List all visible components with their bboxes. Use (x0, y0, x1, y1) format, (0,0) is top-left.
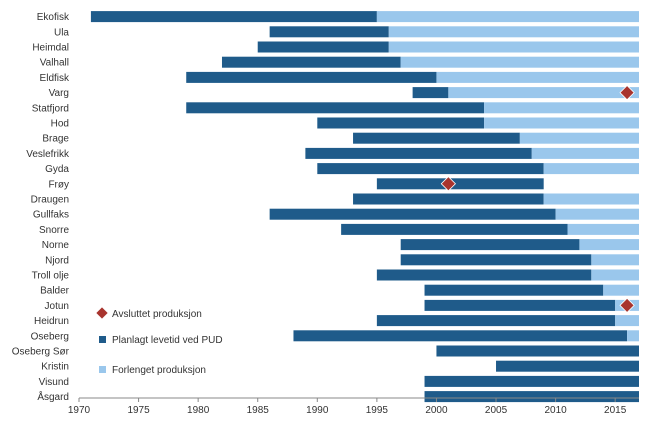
bars-layer (90, 11, 639, 403)
marker-ended-jotun (619, 297, 635, 314)
field-label-valhall: Valhall (40, 58, 69, 69)
bar-planned-snorre (341, 223, 568, 235)
field-label-ula: Ula (54, 27, 69, 38)
bar-planned-ekofisk (90, 11, 377, 23)
field-label-heidrun: Heidrun (34, 316, 69, 327)
legend-label-ended: Avsluttet produksjon (112, 309, 202, 320)
legend-marker-planned (99, 336, 106, 343)
field-label-statfjord: Statfjord (32, 103, 69, 114)
field-label-visund: Visund (39, 377, 69, 388)
bar-planned-ula (269, 26, 389, 38)
bar-extended-draugen (543, 193, 639, 205)
bar-extended-ula (388, 26, 639, 38)
field-label-oseberg-s-r: Oseberg Sør (12, 347, 70, 358)
bar-extended-statfjord (484, 102, 639, 114)
bar-extended-oseberg (627, 330, 639, 342)
bar-planned-oseberg (293, 330, 628, 342)
x-tick-label-1985: 1985 (247, 405, 270, 416)
field-label-snorre: Snorre (39, 225, 69, 236)
field-label-kristin: Kristin (41, 362, 69, 373)
x-tick-label-1975: 1975 (127, 405, 150, 416)
bar-planned-visund (424, 375, 639, 387)
bar-extended-ekofisk (376, 11, 639, 23)
bar-planned-varg (412, 87, 449, 99)
legend-item-extended: Forlenget produksjon (99, 365, 206, 376)
bar-planned-fr-y (376, 178, 544, 190)
bar-planned-draugen (353, 193, 544, 205)
field-label-troll-olje: Troll olje (32, 271, 70, 282)
legend-marker-extended (99, 366, 106, 373)
bar-planned-njord (400, 254, 592, 266)
bar-extended-snorre (567, 223, 639, 235)
field-label-draugen: Draugen (31, 195, 69, 206)
bar-planned-gullfaks (269, 208, 556, 220)
x-tick-label-2005: 2005 (485, 405, 508, 416)
field-label-njord: Njord (45, 255, 69, 266)
bar-extended-troll-olje (591, 269, 639, 281)
field-label-hod: Hod (51, 119, 69, 130)
bar-planned-norne (400, 239, 580, 251)
bar-extended-gyda (543, 163, 639, 175)
field-label-brage: Brage (42, 134, 69, 145)
x-tick-label-1980: 1980 (187, 405, 210, 416)
bar-planned-gyda (317, 163, 544, 175)
legend-label-planned: Planlagt levetid ved PUD (112, 335, 223, 346)
bar-extended-eldfisk (436, 71, 639, 83)
bar-extended-njord (591, 254, 639, 266)
bar-extended-balder (603, 284, 639, 296)
field-labels: Ekofisk Ula Heimdal Valhall Eldfisk Varg Statf… (12, 12, 70, 403)
bar-extended-hod (484, 117, 639, 129)
bar-planned-veslefrikk (305, 147, 532, 159)
field-label-gyda: Gyda (45, 164, 69, 175)
bar-extended-heimdal (388, 41, 639, 53)
x-tick-label-2010: 2010 (544, 405, 567, 416)
legend-marker-ended (96, 307, 108, 319)
bar-extended-brage (519, 132, 639, 144)
x-tick-label-1995: 1995 (366, 405, 389, 416)
field-label-sgard: Åsgard (37, 390, 69, 403)
bar-planned-eldfisk (186, 71, 437, 83)
field-label-gullfaks: Gullfaks (33, 210, 69, 221)
bar-extended-norne (579, 239, 639, 251)
field-label-jotun: Jotun (45, 301, 69, 312)
bar-planned-oseberg-s-r (436, 345, 639, 357)
bar-extended-valhall (400, 56, 639, 68)
field-label-oseberg: Oseberg (31, 331, 69, 342)
legend: Avsluttet produksjon Planlagt levetid ve… (96, 307, 223, 376)
legend-label-extended: Forlenget produksjon (112, 365, 206, 376)
bar-planned-kristin (496, 360, 639, 372)
bar-planned-valhall (221, 56, 401, 68)
bar-planned-balder (424, 284, 604, 296)
marker-ended-fr-y (440, 176, 456, 192)
x-tick-label-2000: 2000 (425, 405, 448, 416)
field-label-norne: Norne (42, 240, 70, 251)
bar-planned-troll-olje (376, 269, 592, 281)
bar-extended-heidrun (615, 315, 639, 327)
field-label-ekofisk: Ekofisk (37, 12, 70, 23)
x-tick-label-2015: 2015 (604, 405, 627, 416)
field-label-heimdal: Heimdal (32, 43, 69, 54)
bar-planned-statfjord (186, 102, 485, 114)
field-label-veslefrikk: Veslefrikk (26, 149, 70, 160)
legend-item-planned: Planlagt levetid ved PUD (99, 335, 223, 346)
bar-extended-varg (448, 87, 639, 99)
field-label-varg: Varg (49, 88, 69, 99)
field-label-eldfisk: Eldfisk (40, 73, 70, 84)
bar-planned-brage (353, 132, 520, 144)
bar-planned-jotun (424, 299, 616, 311)
bar-planned-heidrun (376, 315, 616, 327)
bar-extended-veslefrikk (531, 147, 639, 159)
x-tick-label-1970: 1970 (68, 405, 91, 416)
field-label-balder: Balder (40, 286, 70, 297)
x-axis: 1970 1975 1980 1985 1990 1995 2000 2005 2010 2015 (68, 397, 639, 416)
bar-planned-heimdal (257, 41, 389, 53)
field-label-fr-y: Frøy (48, 179, 69, 190)
legend-item-ended: Avsluttet produksjon (96, 307, 202, 320)
bar-planned-hod (317, 117, 485, 129)
bar-planned-sgard (424, 391, 639, 403)
bar-extended-gullfaks (555, 208, 639, 220)
x-tick-label-1990: 1990 (306, 405, 329, 416)
marker-ended-varg (619, 84, 635, 101)
